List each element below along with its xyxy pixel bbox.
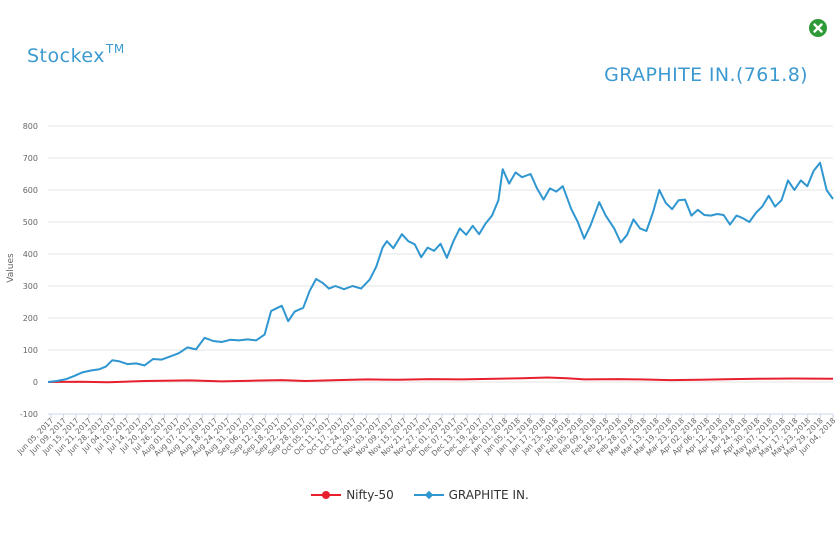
legend-label-graphite: GRAPHITE IN. (448, 488, 529, 502)
y-axis-label: Values (6, 253, 16, 283)
brand-name: Stockex (27, 45, 106, 67)
series-line-nifty (47, 376, 834, 384)
y-tick-label: 500 (23, 218, 38, 227)
y-tick-label: 200 (23, 314, 38, 323)
stock-title: GRAPHITE IN.(761.8) (604, 64, 808, 86)
close-icon (813, 23, 823, 33)
brand-logo: StockexTM (27, 42, 125, 67)
y-tick-label: 700 (23, 154, 38, 163)
chart-series (47, 161, 834, 384)
legend-item-graphite[interactable]: GRAPHITE IN. (413, 488, 529, 502)
chart-grid (48, 125, 833, 415)
legend-label-nifty: Nifty-50 (346, 488, 394, 502)
y-tick-label: 300 (23, 282, 38, 291)
legend-swatch-graphite (413, 488, 444, 502)
y-tick-label: 0 (33, 378, 38, 387)
legend-swatch-nifty (311, 488, 342, 502)
y-tick-label: -100 (20, 410, 38, 419)
y-tick-label: 100 (23, 346, 38, 355)
legend-item-nifty[interactable]: Nifty-50 (311, 488, 394, 502)
series-line-graphite (47, 161, 834, 383)
close-button[interactable] (809, 19, 827, 37)
chart-legend: Nifty-50 GRAPHITE IN. (0, 488, 840, 505)
y-tick-label: 600 (23, 186, 38, 195)
brand-trademark: TM (106, 42, 125, 56)
y-tick-label: 400 (23, 250, 38, 259)
y-axis-ticks: -100 0 100 200 300 400 500 600 700 800 (20, 122, 38, 419)
y-tick-label: 800 (23, 122, 38, 131)
